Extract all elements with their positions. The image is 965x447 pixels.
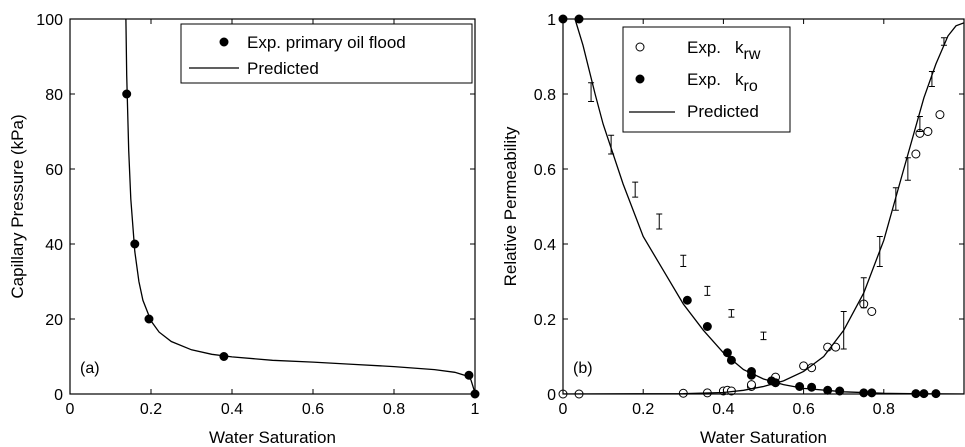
error-bar xyxy=(916,116,923,132)
error-bar xyxy=(588,82,595,102)
y-tick-label: 60 xyxy=(45,162,63,179)
panel-b-relative-permeability: 0 0.2 0.4 0.6 0.8 0 0.2 0.4 0.6 0.8 1 (b) Water Sa… xyxy=(501,12,965,447)
filled-data-point xyxy=(682,295,692,305)
x-tick-label: 0.8 xyxy=(873,401,895,418)
legend-label: Exp. krw xyxy=(687,38,761,63)
legend-marker-open xyxy=(635,42,645,52)
open-data-point xyxy=(746,380,756,390)
x-tick-label: 0 xyxy=(66,401,75,418)
legend-box xyxy=(180,23,473,84)
legend-label: Predicted xyxy=(687,102,759,121)
legend-symbol: k xyxy=(735,70,744,89)
legend-label: Exp. kro xyxy=(687,70,758,95)
error-bar xyxy=(680,254,687,267)
error-bar xyxy=(728,309,735,318)
error-bar xyxy=(904,157,911,181)
panel-b-marks xyxy=(558,14,964,399)
legend-symbol: Predicted xyxy=(687,102,759,121)
panel-a-y-axis-label: Capillary Pressure (kPa) xyxy=(8,114,27,298)
error-bar xyxy=(860,277,867,309)
y-tick-label: 100 xyxy=(36,12,63,29)
panel-a-marks xyxy=(122,18,480,399)
predicted-line xyxy=(574,18,964,394)
open-data-point xyxy=(923,127,933,136)
filled-data-point xyxy=(702,322,712,331)
y-tick-label: 80 xyxy=(45,87,63,104)
x-tick-label: 0.6 xyxy=(792,401,814,418)
y-tick-label: 0 xyxy=(54,387,63,404)
filled-data-point xyxy=(807,382,817,392)
error-bar xyxy=(892,187,899,211)
open-data-point xyxy=(935,110,945,120)
x-tick-label: 0.6 xyxy=(302,401,324,418)
error-bar xyxy=(928,71,935,87)
y-tick-label: 20 xyxy=(45,312,63,329)
panel-b-ticks: 0 0.2 0.4 0.6 0.8 0 0.2 0.4 0.6 0.8 1 xyxy=(534,12,964,418)
legend-subscript: ro xyxy=(744,78,758,95)
error-bar xyxy=(760,331,767,341)
legend-box xyxy=(622,26,791,133)
error-bar xyxy=(608,134,615,155)
panel-a-legend: Exp. primary oil flood Predicted xyxy=(180,23,473,84)
panel-b-plot-frame xyxy=(562,18,965,395)
x-tick-label: 1 xyxy=(471,401,480,418)
panel-a-tag: (a) xyxy=(80,360,100,377)
legend-label: Exp. primary oil flood xyxy=(247,33,406,52)
y-tick-label: 40 xyxy=(45,237,63,254)
panel-b-y-axis-label: Relative Permeability xyxy=(501,126,520,286)
x-tick-label: 0.2 xyxy=(632,401,654,418)
x-tick-label: 0.4 xyxy=(221,401,243,418)
legend-symbol: k xyxy=(735,38,744,57)
y-tick-label: 1 xyxy=(547,12,556,29)
predicted-line xyxy=(125,18,475,394)
x-tick-label: 0.8 xyxy=(383,401,405,418)
panel-a-capillary-pressure: 0 0.2 0.4 0.6 0.8 1 0 20 40 60 80 100 (a) Water Sat… xyxy=(8,12,480,447)
y-tick-label: 0.8 xyxy=(534,87,556,104)
legend-subscript: rw xyxy=(744,46,761,63)
panel-a-x-axis-label: Water Saturation xyxy=(209,428,336,447)
panel-b-x-axis-label: Water Saturation xyxy=(700,428,827,447)
error-bar xyxy=(704,285,711,296)
x-tick-label: 0.2 xyxy=(140,401,162,418)
panel-a-ticks: 0 0.2 0.4 0.6 0.8 1 0 20 40 60 80 100 xyxy=(36,12,479,418)
error-bar xyxy=(632,181,639,198)
y-tick-label: 0 xyxy=(547,387,556,404)
y-tick-label: 0.4 xyxy=(534,237,556,254)
panel-b-tag: (b) xyxy=(573,360,593,377)
legend-prefix: Exp. xyxy=(687,70,721,89)
open-data-point xyxy=(831,342,841,352)
open-data-point xyxy=(867,307,877,316)
x-tick-label: 0 xyxy=(559,401,568,418)
open-data-point xyxy=(911,149,921,159)
error-bar xyxy=(876,236,883,267)
y-tick-label: 0.2 xyxy=(534,312,556,329)
error-bar xyxy=(940,37,947,46)
y-tick-label: 0.6 xyxy=(534,162,556,179)
x-tick-label: 0.4 xyxy=(712,401,734,418)
error-bar xyxy=(656,213,663,230)
legend-marker-filled xyxy=(219,37,229,47)
error-bar xyxy=(840,311,847,350)
legend-marker-filled xyxy=(635,74,645,84)
legend-label: Predicted xyxy=(247,59,319,78)
panel-a-plot-frame xyxy=(69,18,476,395)
legend-prefix: Exp. xyxy=(687,38,721,57)
